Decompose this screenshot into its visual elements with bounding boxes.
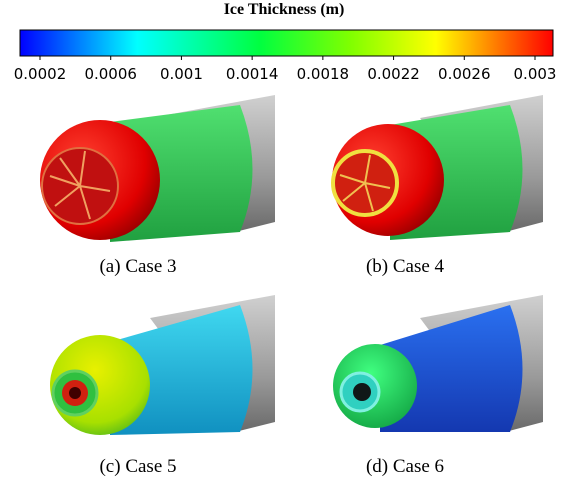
- render-case-4: [332, 95, 543, 240]
- caption: (c) Case 5: [99, 456, 176, 477]
- tick-label: 0.0014: [226, 65, 279, 83]
- tick-label: 0.0018: [297, 65, 350, 83]
- tick-label: 0.0026: [438, 65, 491, 83]
- render-case-5: [50, 295, 275, 435]
- render-case-3: [40, 95, 275, 242]
- tick-label: 0.0002: [14, 65, 67, 83]
- tick-label: 0.0006: [84, 65, 137, 83]
- caption: (d) Case 6: [366, 456, 444, 477]
- figure: Ice Thickness (m) 0.0002 0.0006 0.001 0.001…: [0, 0, 569, 482]
- tick-label: 0.001: [160, 65, 203, 83]
- colorbar-ticks: 0.0002 0.0006 0.001 0.0014 0.0018 0.0022 0.002…: [14, 56, 557, 83]
- colorbar: [20, 30, 553, 56]
- colorbar-title: Ice Thickness (m): [224, 1, 345, 18]
- caption: (b) Case 4: [366, 256, 445, 277]
- render-case-6: [333, 295, 543, 432]
- tick-label: 0.0022: [367, 65, 420, 83]
- caption: (a) Case 3: [99, 256, 176, 277]
- tick-label: 0.003: [514, 65, 557, 83]
